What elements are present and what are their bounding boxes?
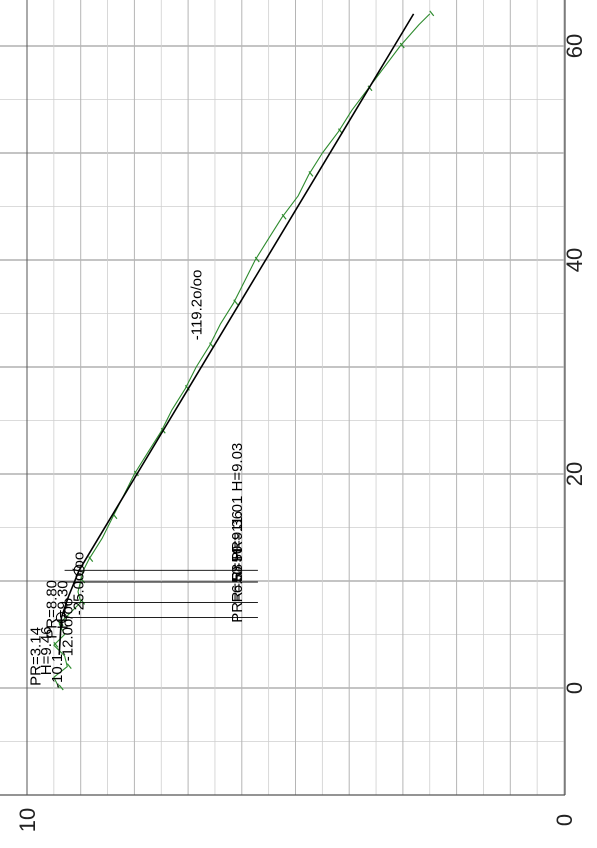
terrain-tick-mark: [80, 599, 86, 605]
grid: [0, 0, 566, 796]
terrain-tick-mark: [88, 556, 94, 562]
terrain-tick-mark: [367, 85, 373, 92]
terrain-tick-mark: [399, 42, 405, 49]
annotation-label: -119.2o/oo: [188, 270, 205, 341]
series-layer: [53, 10, 435, 691]
annotations: PR=3.14H=9.46-10.1 PR=8.80H=9.30-12.0o/oo…: [27, 270, 258, 688]
annotation-label: -10.1: [49, 654, 66, 688]
y-tick-label: 10: [15, 808, 40, 832]
annotation-label: R=50: [229, 566, 246, 602]
terrain-tick-mark: [281, 213, 287, 220]
terrain-tick-mark: [184, 385, 190, 391]
series-line-terrain: [53, 13, 431, 689]
annotation-label: -12.0o/oo: [60, 598, 77, 661]
terrain-tick-mark: [53, 641, 59, 648]
series-line-design-profile: [58, 13, 415, 655]
x-tick-label: 0: [562, 682, 587, 694]
terrain-tick-mark: [308, 171, 314, 177]
terrain-tick-mark: [233, 299, 239, 306]
annotation-label: PR=8.80: [43, 580, 60, 639]
x-tick-label: 20: [562, 462, 587, 486]
terrain-tick-mark: [429, 10, 435, 17]
annotation-label: PR=3.14: [27, 627, 44, 686]
annotation-label: H=9.46: [38, 626, 55, 675]
annotation-label: PR=11.01 H=9.03: [229, 443, 246, 562]
annotation-label: PR=6.58 H=9.36: [229, 511, 246, 623]
terrain-tick-mark: [254, 256, 260, 263]
terrain-tick-mark: [66, 663, 72, 669]
terrain-tick-mark: [58, 684, 64, 691]
annotation-label: -25.0o/oo: [70, 552, 87, 615]
x-tick-label: 60: [562, 34, 587, 58]
annotation-label: R=50: [229, 546, 246, 582]
terrain-tick-mark: [112, 513, 118, 520]
x-tick-label: 40: [562, 248, 587, 272]
annotation-label: H=9.30: [54, 580, 71, 629]
tick-labels: 0 20 40 60 0 10: [15, 34, 587, 832]
y-tick-label: 0: [552, 814, 577, 826]
